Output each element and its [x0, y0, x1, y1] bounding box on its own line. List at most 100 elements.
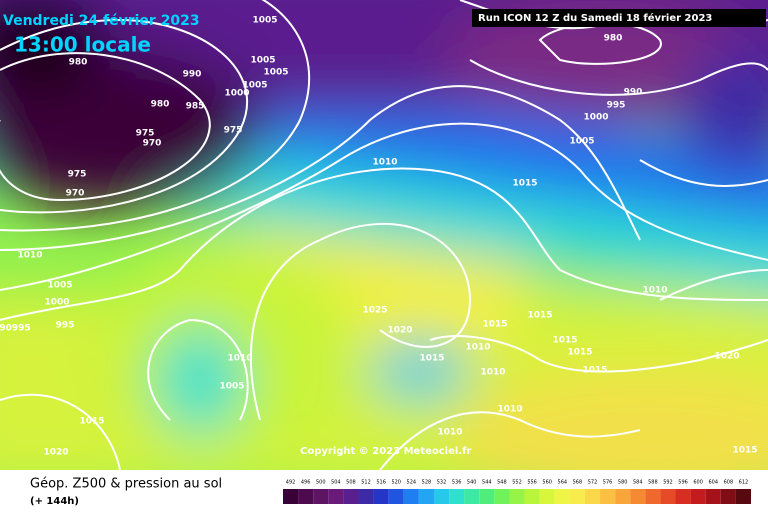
scale-cell — [328, 489, 344, 504]
isobar-label: 1010 — [480, 368, 505, 378]
scale-cell — [358, 489, 374, 504]
scale-cell — [569, 489, 585, 504]
scale-label: 540 — [467, 480, 477, 486]
isobar-label: 1000 — [224, 89, 249, 99]
scale-cell — [524, 489, 540, 504]
isobar-label: 980 — [151, 100, 170, 110]
isobar-label: 1005 — [250, 56, 275, 66]
isobar-label: 1005 — [242, 81, 267, 91]
scale-cell — [433, 489, 450, 504]
footer-subtitle: (+ 144h) — [30, 496, 79, 507]
run-box — [472, 9, 766, 27]
isobar-label: 1015 — [552, 336, 577, 346]
date: Vendredi 24 février 2023 — [3, 13, 200, 29]
scale-cell — [449, 489, 465, 504]
isobar-label: 1010 — [465, 343, 490, 353]
scale-label: 592 — [663, 480, 673, 486]
scale-label: 532 — [437, 480, 447, 486]
isobar-label: 1005 — [252, 16, 277, 26]
scale-cell — [660, 489, 676, 504]
scale-cell — [630, 489, 646, 504]
copyright: Copyright © 2023 Meteociel.fr — [300, 446, 471, 457]
isobar-label: 90995 — [0, 324, 31, 334]
scale-cell — [584, 489, 601, 504]
isobar-label: 1015 — [512, 179, 537, 189]
isobar-label: 995 — [56, 321, 75, 331]
isobar-label: 970 — [143, 139, 162, 149]
run-info: Run ICON 12 Z du Samedi 18 février 2023 — [478, 12, 712, 24]
isobars — [0, 0, 768, 470]
scale-cell — [464, 489, 480, 504]
scale-label: 536 — [452, 480, 462, 486]
isobar-label: 975 — [136, 129, 155, 139]
isobar-label: 1005 — [219, 382, 244, 392]
isobar-label: 1005 — [47, 281, 72, 291]
isobar-label: 1005 — [569, 137, 594, 147]
isobar-label: 1020 — [43, 448, 68, 458]
scale-label: 588 — [648, 480, 658, 486]
scale-label: 528 — [422, 480, 432, 486]
scale-cell — [403, 489, 419, 504]
scale-label: 596 — [678, 480, 688, 486]
scale-label: 564 — [558, 480, 568, 486]
isobar-label: 985 — [186, 102, 205, 112]
scale-cell — [735, 489, 751, 504]
scale-label: 580 — [618, 480, 628, 486]
scale-label: 500 — [316, 480, 326, 486]
scale-label: 556 — [527, 480, 537, 486]
scale-label: 548 — [497, 480, 507, 486]
scale-label: 544 — [482, 480, 492, 486]
scale-label: 612 — [739, 480, 749, 486]
footer-title: Géop. Z500 & pression au sol — [30, 477, 222, 492]
isobar-label: 975 — [224, 126, 243, 136]
isobar-label: 1010 — [17, 251, 42, 261]
isobar-label: 970 — [66, 189, 85, 199]
isobar-label: 1015 — [419, 354, 444, 364]
isobar-label: 975 — [68, 170, 87, 180]
scale-cell — [600, 489, 616, 504]
scale-label: 516 — [376, 480, 386, 486]
scale-label: 504 — [331, 480, 341, 486]
isobar-label: 990 — [624, 88, 643, 98]
scale-cell — [313, 489, 329, 504]
isobar-label: 980 — [69, 58, 88, 68]
isobar-label: 1015 — [732, 446, 757, 456]
isobar-label: 990 — [183, 70, 202, 80]
scale-cell — [388, 489, 404, 504]
isobar-label: 1020 — [714, 352, 739, 362]
scale-cell — [690, 489, 706, 504]
isobar-label: 1010 — [642, 286, 667, 296]
scale-cell — [509, 489, 525, 504]
isobar-label: 1010 — [437, 428, 462, 438]
isobar-label: 1000 — [583, 113, 608, 123]
scale-label: 524 — [407, 480, 417, 486]
scale-label: 496 — [301, 480, 311, 486]
isobar-label: 1010 — [372, 158, 397, 168]
scale-cell — [343, 489, 359, 504]
scale-label: 584 — [633, 480, 643, 486]
color-scale: 492 496 500 504 508 512 516 520 524 528 532 536 540 5… — [283, 480, 751, 504]
scale-cell — [645, 489, 661, 504]
scale-cell — [298, 489, 314, 504]
scale-cell — [373, 489, 389, 504]
isobar-label: 1010 — [227, 354, 252, 364]
scale-label: 576 — [603, 480, 613, 486]
scale-label: 560 — [542, 480, 552, 486]
scale-cell — [675, 489, 691, 504]
scale-label: 568 — [573, 480, 583, 486]
scale-label: 600 — [693, 480, 703, 486]
isobar-label: 1010 — [497, 405, 522, 415]
scale-label: 520 — [391, 480, 401, 486]
isobar-label: 995 — [607, 101, 626, 111]
scale-label: 508 — [346, 480, 356, 486]
scale-label: 608 — [724, 480, 734, 486]
scale-cell — [615, 489, 631, 504]
scale-cell — [283, 489, 299, 504]
isobar-label: 1025 — [362, 306, 387, 316]
scale-cell — [418, 489, 434, 504]
scale-cell — [479, 489, 495, 504]
isobar-label: 1005 — [263, 68, 288, 78]
